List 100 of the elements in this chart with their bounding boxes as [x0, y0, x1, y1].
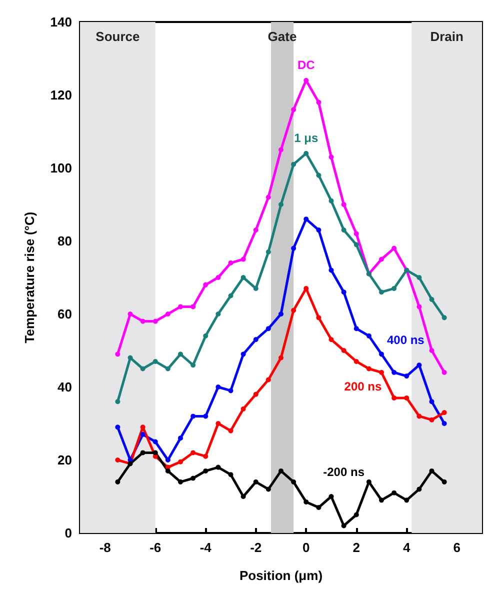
point — [228, 388, 234, 394]
point — [203, 414, 208, 419]
point — [216, 275, 221, 280]
point — [190, 304, 196, 310]
point — [328, 154, 334, 160]
point — [316, 315, 322, 320]
point — [240, 352, 246, 357]
point — [304, 216, 309, 222]
point — [115, 352, 120, 357]
point — [266, 486, 271, 492]
point — [328, 494, 334, 499]
y-tick-label: 0 — [64, 526, 72, 540]
point — [392, 370, 397, 375]
point — [165, 312, 170, 316]
point — [178, 352, 183, 357]
point — [165, 468, 170, 474]
point — [178, 304, 183, 310]
point — [228, 293, 234, 298]
point — [328, 268, 334, 273]
point — [140, 450, 146, 456]
series-label: 200 ns — [344, 379, 382, 394]
point — [266, 377, 271, 382]
point — [278, 202, 284, 207]
point — [278, 312, 284, 316]
point — [429, 417, 434, 422]
point — [379, 290, 384, 295]
y-tick-label: 80 — [58, 234, 72, 248]
point — [316, 228, 322, 233]
point — [354, 231, 359, 236]
point — [429, 399, 434, 404]
point — [115, 479, 120, 484]
point — [152, 358, 158, 364]
point — [140, 318, 146, 324]
x-tick-label: -8 — [99, 540, 111, 555]
point — [304, 150, 309, 156]
point — [316, 504, 322, 510]
point — [190, 476, 196, 481]
point — [392, 286, 397, 291]
x-tick-label: 0 — [302, 540, 310, 555]
point — [379, 352, 384, 357]
point — [354, 358, 359, 364]
point — [253, 392, 258, 397]
point — [404, 498, 410, 503]
y-tick-label: 20 — [58, 452, 72, 468]
point — [366, 333, 372, 338]
y-tick-label: 120 — [50, 88, 72, 102]
point — [291, 107, 296, 112]
series-label: DC — [297, 58, 316, 72]
point — [354, 326, 359, 332]
point — [442, 479, 447, 484]
series-label: 1 μs — [294, 130, 318, 145]
point — [392, 246, 397, 251]
point — [341, 523, 346, 528]
point — [152, 450, 158, 456]
point — [140, 432, 146, 437]
point — [128, 312, 133, 316]
point — [266, 194, 271, 200]
point — [203, 454, 208, 459]
point — [165, 366, 170, 372]
point — [178, 479, 183, 484]
point — [278, 355, 284, 360]
point — [379, 370, 384, 375]
point — [216, 312, 221, 316]
point — [228, 472, 234, 478]
point — [216, 464, 221, 470]
point — [152, 318, 158, 324]
point — [392, 490, 397, 496]
x-tick-label: 4 — [403, 540, 412, 555]
point — [278, 147, 284, 152]
point — [228, 428, 234, 434]
point — [341, 202, 346, 207]
point — [128, 355, 133, 360]
point — [152, 439, 158, 444]
point — [354, 512, 359, 518]
x-tick-label: 6 — [453, 540, 460, 555]
point — [404, 395, 410, 400]
point — [115, 399, 120, 404]
point — [190, 450, 196, 456]
point — [304, 499, 309, 504]
x-tick-label: -4 — [200, 540, 212, 555]
point — [253, 228, 258, 233]
y-tick-label: 140 — [50, 14, 72, 30]
point — [178, 459, 183, 464]
point — [240, 256, 246, 262]
point — [203, 333, 208, 338]
point — [316, 172, 322, 178]
x-tick-label: 2 — [352, 540, 360, 555]
point — [316, 100, 322, 105]
x-tick-label: -6 — [150, 540, 162, 555]
point — [216, 421, 221, 426]
point — [404, 374, 410, 379]
x-tick-label: -2 — [250, 540, 262, 555]
point — [178, 436, 183, 441]
y-axis-title: Temperature rise (°C) — [22, 212, 37, 344]
point — [253, 286, 258, 291]
point — [416, 486, 422, 492]
point — [442, 421, 447, 426]
point — [341, 228, 346, 233]
point — [240, 494, 246, 499]
point — [266, 326, 271, 332]
